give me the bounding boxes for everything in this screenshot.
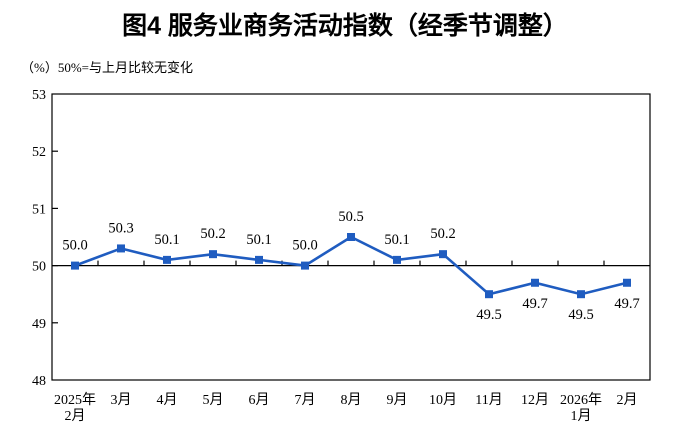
data-label: 50.2 xyxy=(200,226,225,242)
x-axis-tick-label: 2026年 1月 xyxy=(560,392,602,424)
data-point xyxy=(439,250,447,259)
x-axis-tick-label: 2025年 2月 xyxy=(54,392,96,424)
data-point xyxy=(347,233,355,241)
data-point xyxy=(485,290,493,299)
data-point xyxy=(531,278,539,287)
x-axis-tick-label: 2月 xyxy=(617,392,638,408)
x-axis-tick-label: 6月 xyxy=(249,392,270,408)
y-axis-tick-label: 48 xyxy=(32,374,46,389)
data-point xyxy=(301,261,309,270)
chart-title: 图4 服务业商务活动指数（经季节调整） xyxy=(122,12,568,40)
data-label: 50.5 xyxy=(338,209,363,225)
x-axis-tick-label: 10月 xyxy=(429,392,457,408)
data-label: 50.1 xyxy=(384,232,409,248)
data-label: 49.7 xyxy=(522,296,547,312)
x-axis-tick-label: 5月 xyxy=(203,392,224,408)
data-point xyxy=(255,255,263,264)
data-point xyxy=(623,278,631,287)
data-point xyxy=(393,255,401,264)
data-label: 50.1 xyxy=(154,232,179,248)
y-axis-tick-label: 49 xyxy=(32,317,46,332)
data-label: 50.0 xyxy=(292,238,317,254)
data-point xyxy=(209,250,217,259)
data-label: 50.1 xyxy=(246,232,271,248)
y-axis-tick-label: 51 xyxy=(32,202,46,217)
x-axis-tick-label: 4月 xyxy=(157,392,178,408)
data-label: 50.0 xyxy=(62,238,87,254)
x-axis-tick-label: 7月 xyxy=(295,392,316,408)
x-axis-tick-label: 8月 xyxy=(341,392,362,408)
y-axis-tick-label: 52 xyxy=(32,145,46,160)
x-axis-tick-label: 3月 xyxy=(111,392,132,408)
data-point xyxy=(71,261,79,270)
data-point xyxy=(577,290,585,299)
data-label: 50.2 xyxy=(430,226,455,242)
x-axis-tick-label: 11月 xyxy=(475,392,502,408)
data-point xyxy=(163,255,171,264)
data-label: 49.5 xyxy=(476,307,501,323)
data-label: 50.3 xyxy=(108,220,133,236)
plot-border xyxy=(51,93,651,381)
x-axis-tick-label: 12月 xyxy=(521,392,549,408)
y-axis-tick-label: 50 xyxy=(32,260,46,275)
y-axis-tick-label: 53 xyxy=(32,88,46,103)
axis-unit-note: （%）50%=与上月比较无变化 xyxy=(21,60,193,75)
x-axis-tick-label: 9月 xyxy=(387,392,408,408)
data-point xyxy=(117,244,125,253)
data-label: 49.7 xyxy=(614,296,639,312)
data-label: 49.5 xyxy=(568,307,593,323)
